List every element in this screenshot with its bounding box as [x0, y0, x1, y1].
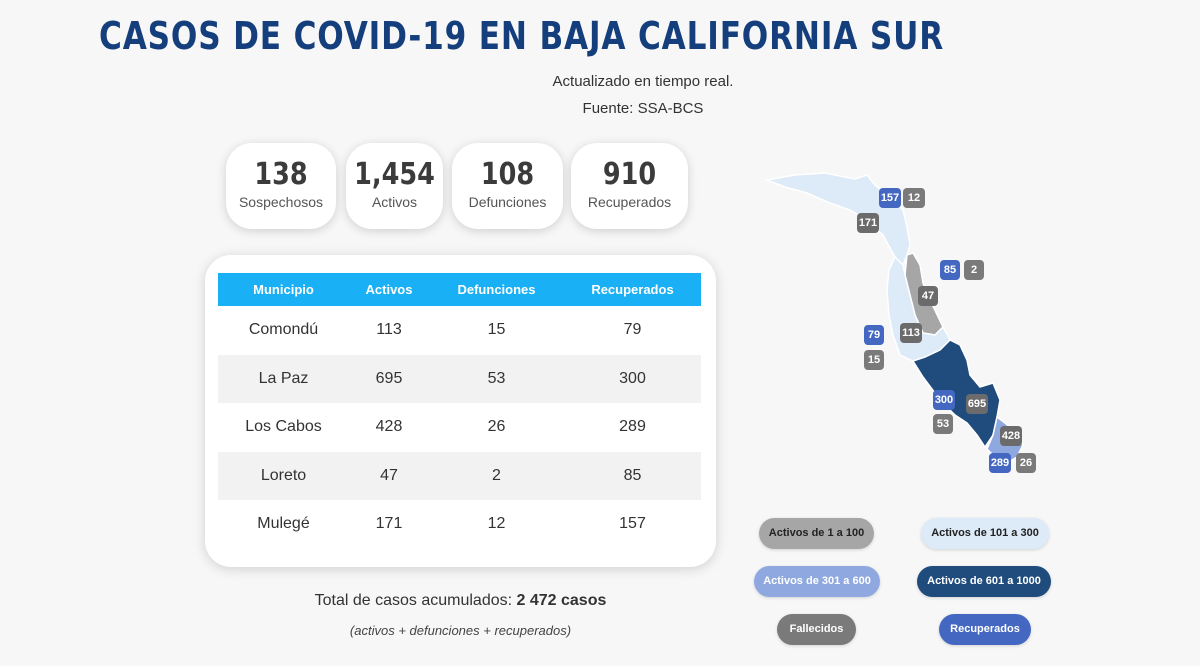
stat-value: 1,454 — [354, 157, 435, 192]
legend-range-301-600: Activos de 301 a 600 — [754, 566, 880, 597]
stat-label: Activos — [371, 194, 418, 210]
cell-activos: 428 — [375, 418, 403, 436]
stat-card-activos: 1,454 Activos — [346, 143, 443, 229]
legend-range-101-300: Activos de 101 a 300 — [921, 518, 1049, 549]
legend-range-1-100: Activos de 1 a 100 — [759, 518, 874, 549]
stat-value: 138 — [254, 157, 308, 192]
map-badge-loscabos-recuperados: 289 — [989, 453, 1011, 473]
municipality-table-card: Municipio Activos Defunciones Recuperado… — [205, 255, 716, 567]
cell-defunciones: 15 — [487, 321, 506, 339]
stat-card-recuperados: 910 Recuperados — [571, 143, 688, 229]
total-cases: Total de casos acumulados: 2 472 casos — [200, 592, 721, 610]
stat-label: Recuperados — [587, 194, 672, 210]
stat-label: Defunciones — [468, 194, 547, 210]
map-badge-comondu-fallecidos: 15 — [864, 350, 884, 370]
legend-range-601-1000: Activos de 601 a 1000 — [917, 566, 1051, 597]
cell-recuperados: 79 — [623, 321, 642, 339]
column-header: Activos — [365, 282, 413, 297]
cell-municipio: La Paz — [258, 369, 309, 387]
map-badge-mulege-activos: 171 — [857, 213, 879, 233]
map-badge-loreto-recuperados: 85 — [940, 260, 960, 280]
map-badge-loreto-fallecidos: 2 — [964, 260, 984, 280]
cell-defunciones: 53 — [487, 369, 506, 387]
cell-activos: 47 — [380, 466, 398, 484]
table-row: Comondú 113 15 79 — [218, 306, 701, 355]
table-header-row: Municipio Activos Defunciones Recuperado… — [218, 273, 701, 306]
table-row: Loreto 47 2 85 — [218, 451, 701, 500]
table-row: Mulegé 171 12 157 — [218, 500, 701, 549]
stat-card-sospechosos: 138 Sospechosos — [226, 143, 336, 229]
municipality-table: Municipio Activos Defunciones Recuperado… — [218, 273, 701, 549]
map-badge-loscabos-fallecidos: 26 — [1016, 453, 1036, 473]
cell-municipio: Comondú — [248, 321, 319, 339]
cell-recuperados: 157 — [619, 515, 646, 533]
cell-municipio: Loreto — [260, 466, 307, 484]
cell-defunciones: 12 — [487, 515, 506, 533]
cell-activos: 113 — [376, 321, 402, 339]
map-badge-loscabos-activos: 428 — [1000, 426, 1022, 446]
map-badge-comondu-recuperados: 79 — [864, 325, 884, 345]
source-note: Fuente: SSA-BCS — [582, 100, 704, 117]
column-header: Defunciones — [457, 282, 536, 297]
map-badge-loreto-activos: 47 — [918, 286, 938, 306]
cell-defunciones: 2 — [492, 466, 501, 484]
map-badge-lapaz-recuperados: 300 — [933, 390, 955, 410]
cell-municipio: Los Cabos — [245, 418, 322, 436]
map-badge-lapaz-fallecidos: 53 — [933, 414, 953, 434]
map-badge-comondu-activos: 113 — [900, 323, 922, 343]
total-value: 2 472 casos — [516, 592, 607, 609]
legend-fallecidos: Fallecidos — [777, 614, 856, 645]
stat-value: 910 — [602, 157, 657, 192]
map-badge-lapaz-activos: 695 — [966, 394, 988, 414]
stat-card-defunciones: 108 Defunciones — [452, 143, 563, 229]
map-badge-mulege-recuperados: 157 — [879, 188, 901, 208]
table-row: Los Cabos 428 26 289 — [218, 403, 701, 452]
total-formula: (activos + defunciones + recuperados) — [349, 623, 572, 638]
cell-activos: 171 — [375, 515, 403, 533]
update-note: Actualizado en tiempo real. — [552, 73, 734, 90]
stat-value: 108 — [480, 157, 535, 192]
total-label: Total de casos acumulados: — [314, 592, 513, 609]
stat-label: Sospechosos — [238, 194, 324, 210]
cell-recuperados: 289 — [619, 418, 646, 436]
table-row: La Paz 695 53 300 — [218, 354, 701, 403]
cell-defunciones: 26 — [487, 418, 506, 436]
cell-recuperados: 85 — [623, 466, 642, 484]
legend-recuperados: Recuperados — [939, 614, 1031, 645]
map-badge-mulege-fallecidos: 12 — [903, 188, 925, 208]
map-region-mulege[interactable] — [764, 172, 911, 267]
cell-recuperados: 300 — [619, 369, 646, 387]
column-header: Municipio — [253, 282, 314, 297]
cell-municipio: Mulegé — [257, 515, 310, 533]
map-region-la-paz[interactable] — [911, 339, 1001, 449]
cell-activos: 695 — [375, 369, 403, 387]
page-title: CASOS DE COVID-19 EN BAJA CALIFORNIA SUR — [99, 14, 945, 58]
column-header: Recuperados — [591, 282, 674, 297]
